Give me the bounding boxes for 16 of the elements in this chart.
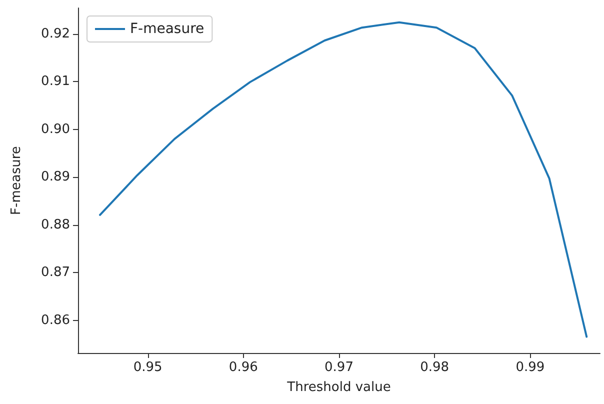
y-tick-label: 0.87 [41, 265, 70, 280]
y-tick-label: 0.88 [41, 217, 70, 232]
x-tick-label: 0.95 [133, 360, 162, 375]
y-tick-label: 0.91 [41, 74, 70, 90]
x-tick-label: 0.96 [228, 360, 258, 375]
x-axis-title: Threshold value [286, 380, 391, 395]
line-series [98, 21, 588, 338]
y-axis-title: F-measure [9, 146, 24, 215]
legend-label: F-measure [130, 21, 204, 37]
y-tick-label: 0.89 [41, 170, 70, 185]
x-tick-label: 0.97 [324, 360, 354, 375]
y-tick-label: 0.92 [41, 26, 70, 42]
x-tick-label: 0.98 [420, 360, 450, 375]
y-tick-label: 0.90 [41, 122, 70, 137]
x-tick-label: 0.99 [516, 360, 545, 375]
y-tick-label: 0.86 [41, 313, 70, 328]
